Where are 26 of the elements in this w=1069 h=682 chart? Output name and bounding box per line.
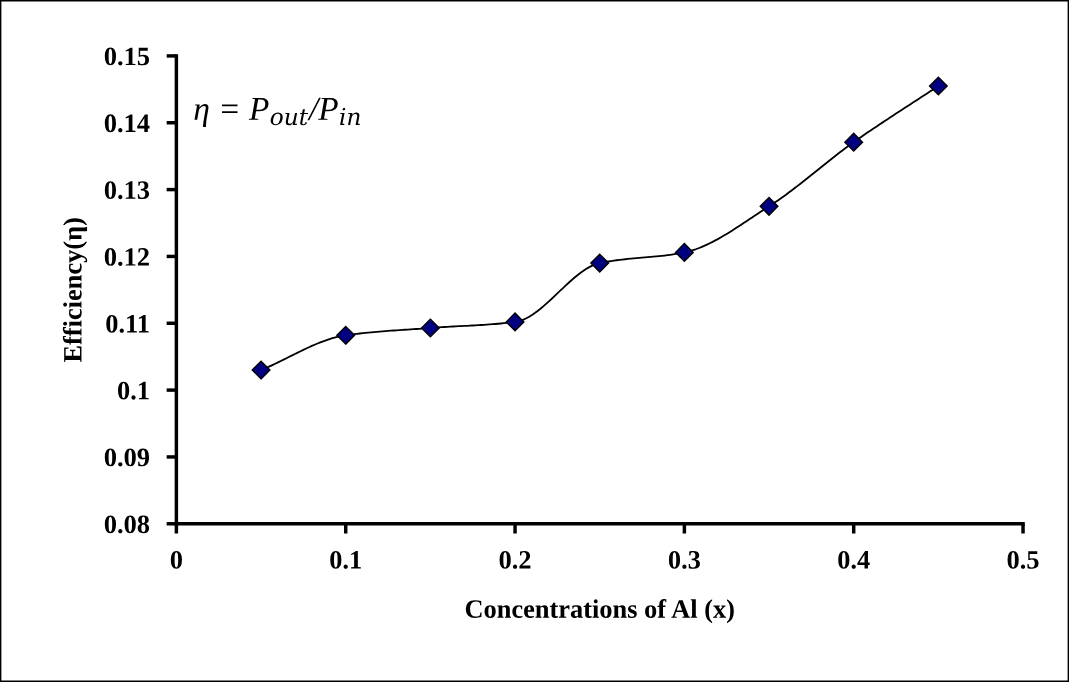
y-tick-label: 0.09 xyxy=(104,448,150,467)
y-tick-label: 0.15 xyxy=(104,47,150,66)
x-tick-label: 0.1 xyxy=(330,550,361,569)
x-tick-label: 0.5 xyxy=(1007,550,1039,569)
point xyxy=(928,76,948,96)
point xyxy=(251,360,271,380)
y-tick-label: 0.11 xyxy=(106,314,149,333)
y-tick-label: 0.1 xyxy=(118,381,149,400)
point xyxy=(420,318,440,338)
y-axis-title: Efficiency(η) xyxy=(62,218,88,363)
x-tick-label: 0.3 xyxy=(668,550,700,569)
y-tick-label: 0.12 xyxy=(104,248,149,266)
point xyxy=(505,312,525,332)
x-tick-label: 0 xyxy=(170,550,182,569)
y-tick-label: 0.14 xyxy=(104,114,150,133)
x-axis-title: Concentrations of Al (x) xyxy=(465,599,734,624)
x-tick-label: 0.4 xyxy=(838,550,870,569)
y-tick-label: 0.08 xyxy=(104,515,150,534)
point xyxy=(590,253,610,273)
point xyxy=(674,242,694,262)
x-tick-label: 0.2 xyxy=(499,550,531,569)
point xyxy=(336,325,356,345)
point xyxy=(844,132,864,152)
annotation: η = P$_{out}$/P$_{in}$ xyxy=(194,97,360,127)
point xyxy=(759,196,779,216)
y-tick-label: 0.13 xyxy=(104,181,150,200)
